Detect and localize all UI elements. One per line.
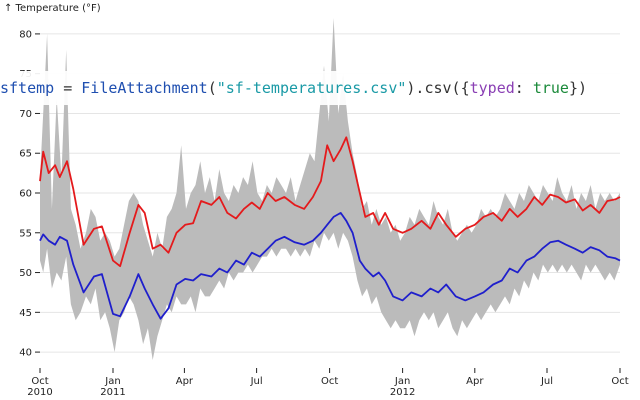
x-tick-year-label: 2010: [27, 387, 52, 398]
code-string: "sf-temperatures.csv": [216, 79, 407, 97]
code-close: }): [568, 79, 588, 97]
x-tick-label: Jul: [540, 376, 553, 387]
x-tick-year-label: 2011: [100, 387, 125, 398]
series-line-upper: [39, 136, 621, 268]
y-tick-label: 40: [19, 348, 32, 359]
y-tick-label: 50: [19, 268, 32, 279]
y-tick-label: 80: [19, 29, 32, 40]
y-tick-label: 70: [19, 109, 32, 120]
code-colon: :: [514, 79, 533, 97]
y-axis-label: ↑ Temperature (°F): [4, 3, 101, 14]
series-line-lower: [39, 212, 621, 320]
x-tick-label: Oct: [321, 376, 338, 387]
y-tick-label: 45: [19, 308, 32, 319]
code-option-key: typed: [469, 79, 515, 97]
code-method: ).csv({: [406, 79, 470, 97]
x-tick-label: Jan: [394, 376, 410, 387]
x-tick-label: Jan: [104, 376, 120, 387]
x-tick-label: Oct: [31, 376, 48, 387]
x-tick-label: Jul: [250, 376, 263, 387]
x-tick-label: Apr: [466, 376, 484, 387]
code-function: FileAttachment: [81, 79, 208, 97]
x-tick-label: Oct: [611, 376, 628, 387]
x-tick-label: Apr: [176, 376, 194, 387]
daily-range-band: [40, 18, 620, 360]
x-tick-year-label: 2012: [390, 387, 415, 398]
code-paren-open: (: [207, 79, 217, 97]
code-assign: =: [54, 79, 82, 97]
y-tick-label: 65: [19, 149, 32, 160]
series-lines: [39, 136, 621, 320]
code-cell[interactable]: sftemp = FileAttachment("sf-temperatures…: [0, 71, 640, 105]
y-tick-label: 55: [19, 228, 32, 239]
code-option-value: true: [532, 79, 569, 97]
code-variable: sftemp: [0, 79, 55, 97]
y-tick-label: 60: [19, 189, 32, 200]
